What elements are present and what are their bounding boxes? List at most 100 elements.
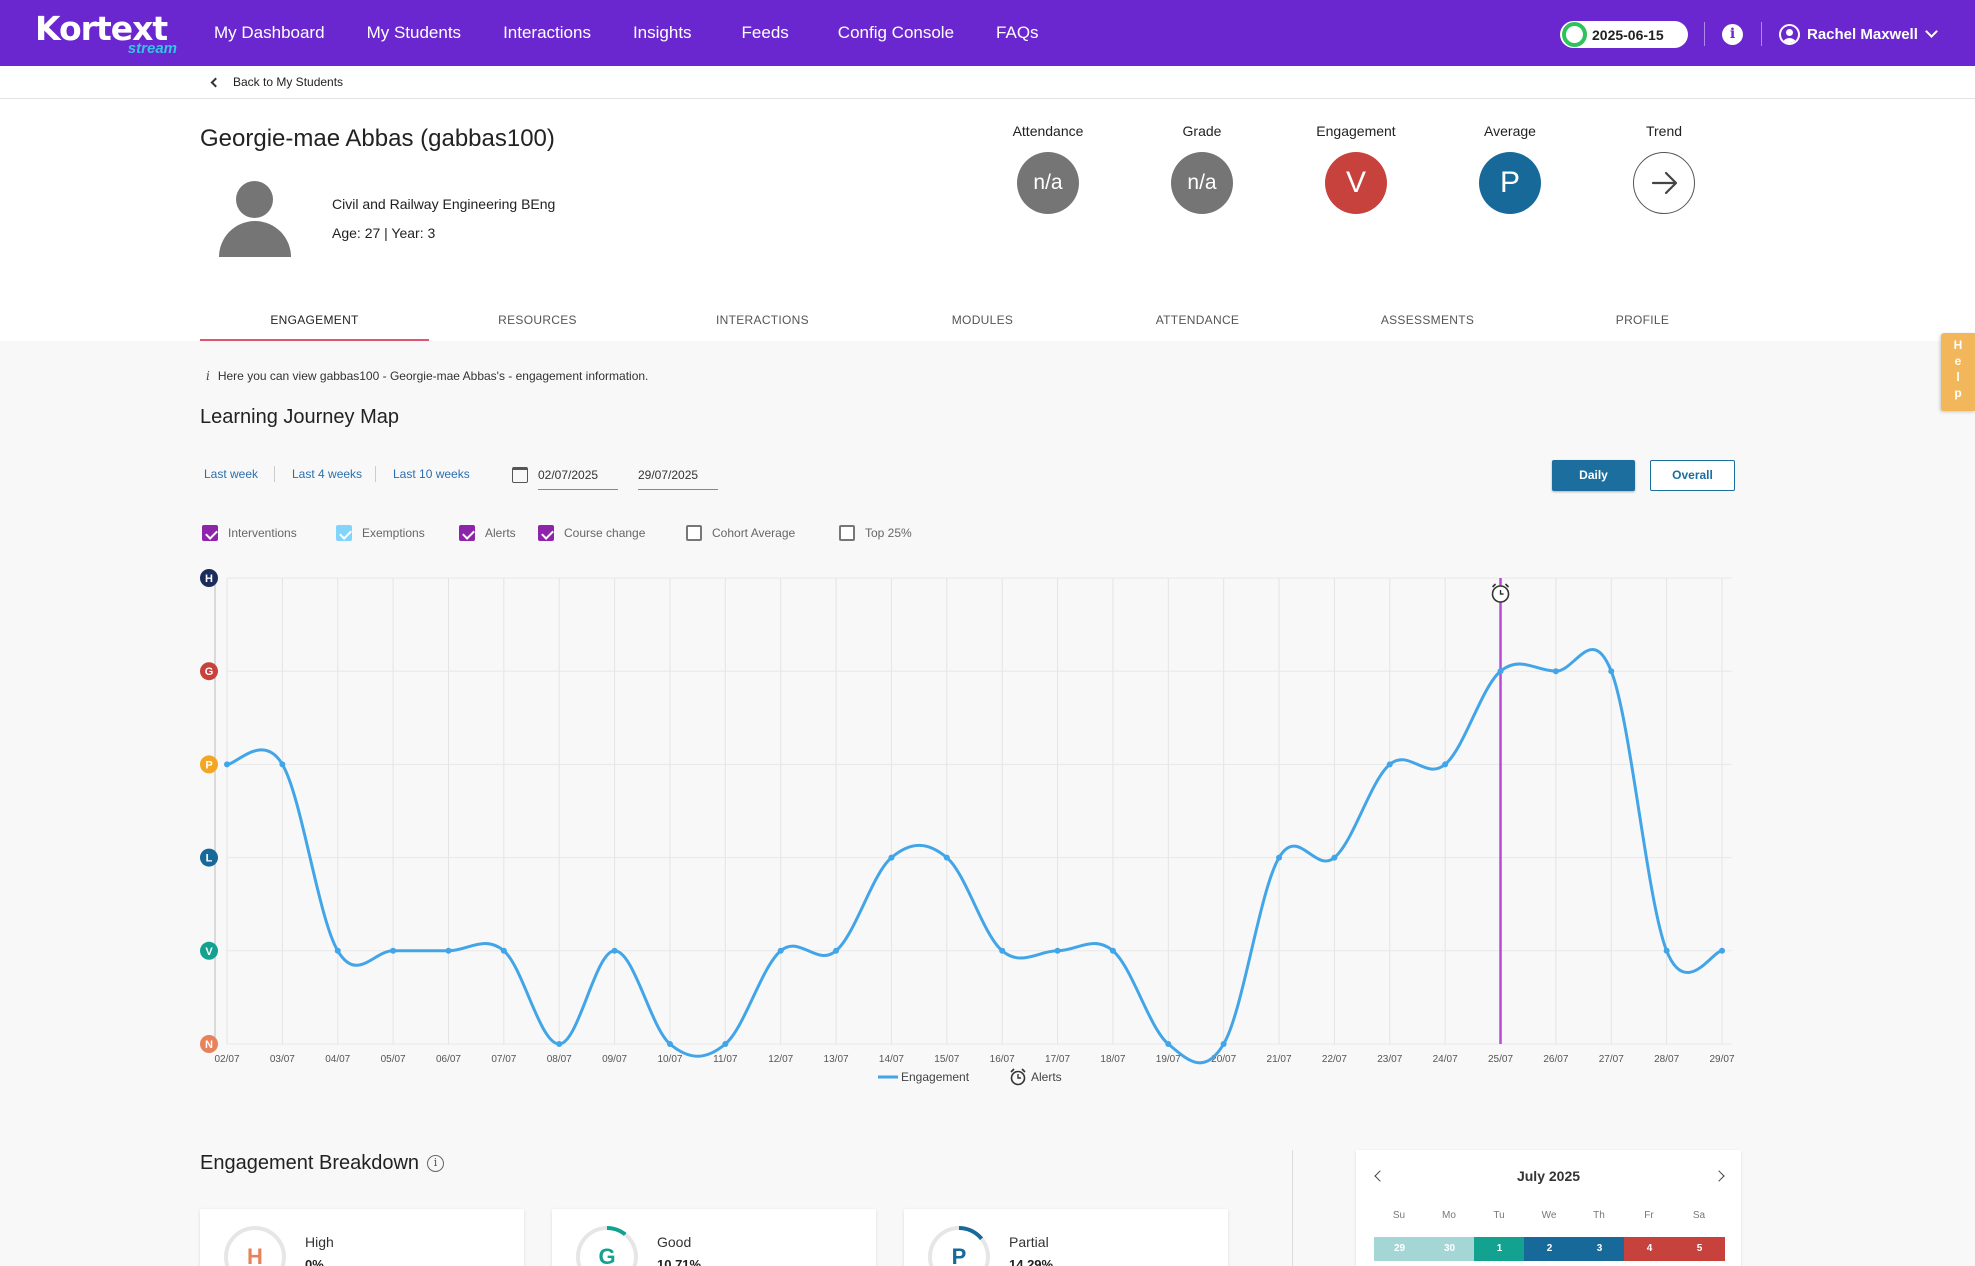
kortext-logo[interactable]: Kortext stream xyxy=(35,10,185,60)
engagement-point[interactable] xyxy=(666,1041,673,1047)
info-icon[interactable]: i xyxy=(1722,24,1743,45)
checkbox[interactable] xyxy=(839,525,855,541)
x-tick-label: 19/07 xyxy=(1156,1054,1181,1065)
calendar-day[interactable]: 2 xyxy=(1524,1237,1575,1261)
nav-config-console[interactable]: Config Console xyxy=(837,23,955,42)
engagement-point[interactable] xyxy=(888,854,895,861)
legend-alerts-label[interactable]: Alerts xyxy=(1031,1070,1062,1084)
engagement-point[interactable] xyxy=(722,1041,729,1047)
filter-top-25[interactable]: Top 25% xyxy=(839,523,912,543)
x-axis-labels: 02/07 03/07 04/07 05/07 06/07 07/07 08/07 09/07… xyxy=(214,1054,1734,1065)
engagement-point[interactable] xyxy=(943,854,950,861)
engagement-point[interactable] xyxy=(279,761,286,768)
engagement-point[interactable] xyxy=(999,947,1006,954)
filter-alerts[interactable]: Alerts xyxy=(459,523,516,543)
engagement-breakdown-title: Engagement Breakdown i xyxy=(200,1152,445,1175)
engagement-point[interactable] xyxy=(390,947,397,954)
calendar-day[interactable]: 30 xyxy=(1424,1237,1475,1261)
nav-my-students[interactable]: My Students xyxy=(366,23,462,42)
checkbox[interactable] xyxy=(202,525,218,541)
daily-button[interactable]: Daily xyxy=(1552,460,1635,491)
current-date-pill[interactable]: 2025-06-15 xyxy=(1560,21,1688,48)
engagement-point[interactable] xyxy=(1719,947,1725,954)
engagement-point[interactable] xyxy=(1442,761,1449,768)
level-label: G xyxy=(205,666,214,678)
x-tick-label: 07/07 xyxy=(491,1054,516,1065)
filter-interventions[interactable]: Interventions xyxy=(202,523,297,543)
student-profile-header: Georgie-mae Abbas (gabbas100) Civil and … xyxy=(0,99,1975,341)
engagement-point[interactable] xyxy=(611,947,618,954)
range-last-4-weeks[interactable]: Last 4 weeks xyxy=(292,467,363,481)
date-from-field[interactable]: 02/07/2025 xyxy=(538,460,618,490)
range-last-week[interactable]: Last week xyxy=(204,467,259,481)
legend-engagement-label[interactable]: Engagement xyxy=(901,1070,970,1084)
engagement-point[interactable] xyxy=(1165,1041,1172,1047)
filter-label: Exemptions xyxy=(362,526,425,540)
calendar-day[interactable]: 4 xyxy=(1624,1237,1675,1261)
checkbox[interactable] xyxy=(336,525,352,541)
calendar-month-title: July 2025 xyxy=(1516,1168,1581,1184)
tab-resources[interactable]: RESOURCES xyxy=(498,313,577,327)
filter-cohort-average[interactable]: Cohort Average xyxy=(686,523,795,543)
attendance-badge[interactable]: n/a xyxy=(1017,152,1079,214)
section-divider xyxy=(1292,1150,1293,1266)
tab-assessments[interactable]: ASSESSMENTS xyxy=(1380,313,1475,327)
checkbox[interactable] xyxy=(538,525,554,541)
tab-interactions[interactable]: INTERACTIONS xyxy=(716,313,809,327)
checkbox[interactable] xyxy=(459,525,475,541)
engagement-point[interactable] xyxy=(1497,668,1504,675)
tab-engagement[interactable]: ENGAGEMENT xyxy=(200,299,429,341)
engagement-point[interactable] xyxy=(833,947,840,954)
engagement-point[interactable] xyxy=(1331,854,1338,861)
help-side-tab[interactable]: H e l p xyxy=(1941,333,1975,411)
engagement-point[interactable] xyxy=(1054,947,1061,954)
breakdown-info-icon[interactable]: i xyxy=(427,1155,445,1172)
engagement-point[interactable] xyxy=(1276,854,1283,861)
tab-modules[interactable]: MODULES xyxy=(951,313,1014,327)
engagement-point[interactable] xyxy=(1608,668,1615,675)
breakdown-card-partial: P Partial 14.29% xyxy=(904,1209,1228,1266)
engagement-point[interactable] xyxy=(445,947,452,954)
calendar-day[interactable]: 29 xyxy=(1374,1237,1425,1261)
tab-profile[interactable]: PROFILE xyxy=(1615,313,1670,327)
engagement-point[interactable] xyxy=(224,761,230,768)
overall-button[interactable]: Overall xyxy=(1650,460,1735,491)
calendar-icon[interactable] xyxy=(512,467,528,483)
x-tick-label: 04/07 xyxy=(325,1054,350,1065)
engagement-badge[interactable]: V xyxy=(1325,152,1387,214)
engagement-point[interactable] xyxy=(1386,761,1393,768)
avatar-head xyxy=(236,181,273,218)
alarm-clock-icon[interactable] xyxy=(1491,583,1510,603)
nav-feeds[interactable]: Feeds xyxy=(741,23,789,42)
calendar-day[interactable]: 3 xyxy=(1574,1237,1625,1261)
calendar-day[interactable]: 1 xyxy=(1474,1237,1525,1261)
metric-label: Average xyxy=(1484,123,1536,139)
nav-my-dashboard[interactable]: My Dashboard xyxy=(214,23,325,42)
average-badge[interactable]: P xyxy=(1479,152,1541,214)
filter-course-change[interactable]: Course change xyxy=(538,523,645,543)
engagement-point[interactable] xyxy=(1663,947,1670,954)
engagement-point[interactable] xyxy=(334,947,341,954)
tab-attendance[interactable]: ATTENDANCE xyxy=(1155,313,1240,327)
nav-insights[interactable]: Insights xyxy=(632,23,692,42)
grade-badge[interactable]: n/a xyxy=(1171,152,1233,214)
engagement-point[interactable] xyxy=(500,947,507,954)
engagement-point[interactable] xyxy=(1220,1041,1227,1047)
date-to-field[interactable]: 29/07/2025 xyxy=(638,460,718,490)
logo-subtext: stream xyxy=(127,40,177,57)
nav-faqs[interactable]: FAQs xyxy=(996,23,1039,42)
calendar-weekday: Fr xyxy=(1644,1210,1654,1221)
engagement-point[interactable] xyxy=(1109,947,1116,954)
engagement-point[interactable] xyxy=(777,947,784,954)
user-menu[interactable]: Rachel Maxwell xyxy=(1779,22,1938,46)
nav-interactions[interactable]: Interactions xyxy=(503,23,591,42)
checkbox[interactable] xyxy=(686,525,702,541)
range-last-10-weeks[interactable]: Last 10 weeks xyxy=(393,467,470,481)
trend-badge[interactable] xyxy=(1633,152,1695,214)
filter-exemptions[interactable]: Exemptions xyxy=(336,523,425,543)
engagement-series-line xyxy=(226,647,1723,1065)
back-to-students-link[interactable]: Back to My Students xyxy=(210,72,343,92)
engagement-point[interactable] xyxy=(1552,668,1559,675)
calendar-day[interactable]: 5 xyxy=(1674,1237,1725,1261)
engagement-point[interactable] xyxy=(556,1041,563,1047)
